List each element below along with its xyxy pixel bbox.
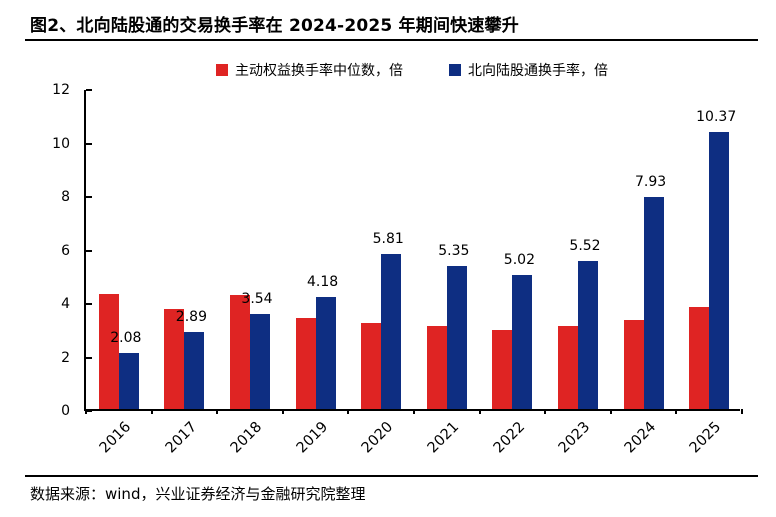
x-tick [347, 409, 350, 414]
data-source: 数据来源：wind，兴业证券经济与金融研究院整理 [30, 485, 366, 503]
y-tick [86, 196, 92, 198]
x-axis-label: 2023 [555, 419, 594, 457]
value-label: 5.35 [438, 242, 470, 259]
x-axis-label: 2024 [621, 419, 659, 457]
y-tick-label: 12 [52, 82, 70, 98]
x-tick [85, 409, 87, 414]
x-tick [281, 409, 284, 414]
y-tick [86, 410, 92, 412]
bar-2017-active-equity [164, 308, 185, 409]
y-tick-label: 2 [61, 349, 70, 366]
legend-label-active-equity: 主动权益换手率中位数，倍 [235, 63, 403, 79]
y-tick-label: 8 [61, 189, 70, 205]
y-tick [86, 249, 92, 252]
y-tick [86, 89, 92, 91]
x-axis-label: 2016 [96, 419, 135, 457]
x-tick [216, 409, 219, 414]
footer-divider [25, 475, 758, 477]
x-tick [150, 409, 153, 414]
y-tick-label: 4 [61, 296, 70, 312]
title-divider [25, 39, 758, 41]
value-label: 5.02 [503, 251, 535, 268]
bar-2021-active-equity [426, 326, 447, 409]
bar-2018-active-equity [230, 294, 250, 409]
bar-2024-active-equity [623, 320, 644, 409]
value-label: 10.37 [696, 108, 737, 125]
x-tick [413, 409, 415, 414]
bar-2019-northbound [315, 297, 336, 409]
y-tick-label: 6 [61, 242, 70, 259]
legend-item-active-equity: 主动权益换手率中位数，倍 [216, 60, 403, 80]
y-tick-label: 0 [61, 403, 70, 419]
value-label: 2.89 [175, 308, 207, 325]
x-axis-label: 2021 [424, 419, 463, 457]
x-axis-label: 2020 [359, 419, 397, 457]
x-tick [609, 409, 612, 414]
x-tick [544, 409, 547, 414]
x-axis-label: 2022 [490, 419, 528, 457]
x-axis-label: 2019 [293, 419, 331, 457]
bar-2018-northbound [250, 314, 270, 409]
x-tick [741, 409, 743, 414]
value-label: 5.52 [569, 238, 601, 255]
legend-swatch-blue-icon [449, 64, 461, 76]
bar-2025-northbound [709, 131, 730, 409]
bar-2023-northbound [578, 261, 598, 409]
y-tick [86, 303, 92, 305]
legend-label-northbound: 北向陆股通换手率，倍 [468, 63, 608, 79]
legend-swatch-red-icon [216, 64, 228, 76]
bar-2022-active-equity [492, 329, 513, 409]
bar-2021-northbound [446, 265, 467, 409]
legend-item-northbound: 北向陆股通换手率，倍 [449, 60, 608, 80]
value-label: 3.54 [241, 291, 273, 308]
value-label: 5.81 [372, 230, 404, 247]
value-label: 4.18 [307, 274, 339, 291]
x-axis-label: 2017 [162, 419, 200, 457]
value-label: 7.93 [635, 173, 667, 190]
y-tick-label: 10 [52, 135, 70, 152]
x-tick [478, 409, 481, 414]
y-tick [86, 142, 92, 145]
bar-2025-active-equity [689, 307, 710, 409]
y-tick [86, 356, 92, 359]
bar-2017-northbound [184, 331, 205, 409]
value-label: 2.08 [110, 330, 142, 347]
bar-2023-active-equity [558, 325, 578, 409]
bar-2024-northbound [643, 196, 664, 409]
bar-2020-northbound [381, 253, 402, 409]
bar-2020-active-equity [361, 323, 382, 409]
x-axis-label: 2025 [687, 419, 725, 457]
bar-2022-northbound [512, 274, 533, 409]
chart-legend: 主动权益换手率中位数，倍 北向陆股通换手率，倍 [84, 60, 740, 80]
page-title: 图2、北向陆股通的交易换手率在 2024-2025 年期间快速攀升 [30, 16, 519, 36]
bar-2019-active-equity [295, 317, 316, 409]
x-tick [675, 409, 678, 414]
plot-area: 0 2 4 6 8 10 12 2.08 2016 2.89 2017 3.54 2018 4.18 201… [52, 82, 743, 456]
bar-2016-northbound [118, 353, 139, 409]
bar-2016-active-equity [98, 293, 119, 409]
x-axis-label: 2018 [227, 419, 266, 457]
